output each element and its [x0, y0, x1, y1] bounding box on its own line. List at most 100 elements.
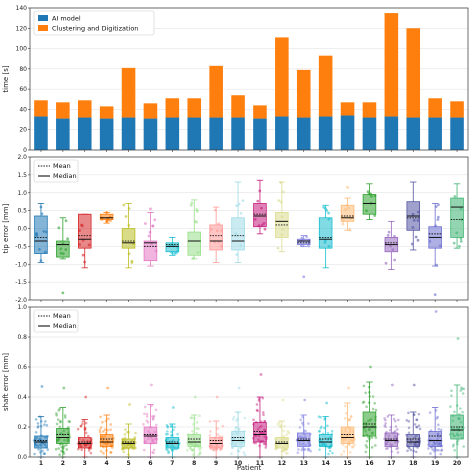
data-point: [440, 449, 443, 452]
outlier-point: [171, 406, 175, 409]
data-point: [393, 429, 397, 433]
bar-ai-model-1: [34, 116, 48, 150]
data-point: [461, 392, 465, 395]
data-point: [198, 451, 202, 455]
data-point: [365, 445, 369, 449]
data-point: [279, 425, 283, 429]
x-tick-label: 10: [234, 460, 242, 467]
data-point: [46, 448, 50, 451]
data-point: [348, 443, 351, 447]
data-point: [348, 418, 352, 421]
data-point: [439, 428, 443, 432]
data-point: [367, 435, 370, 439]
data-point: [176, 432, 179, 436]
data-point: [58, 425, 62, 429]
x-tick-label: 4: [105, 460, 109, 467]
data-point: [89, 451, 93, 455]
data-point: [370, 436, 374, 440]
data-point: [123, 436, 127, 440]
data-point: [169, 434, 173, 437]
data-point: [124, 215, 128, 218]
box-1: [34, 215, 48, 254]
data-point: [217, 222, 221, 226]
data-point: [436, 415, 439, 419]
data-point: [211, 448, 215, 451]
data-point: [256, 199, 260, 203]
data-point: [461, 410, 464, 414]
data-point: [415, 418, 418, 422]
data-point: [190, 448, 194, 452]
data-point: [386, 447, 389, 450]
data-point: [76, 447, 80, 451]
data-point: [189, 447, 193, 450]
data-point: [286, 452, 289, 455]
data-point: [415, 425, 418, 429]
data-point: [99, 415, 102, 419]
data-point: [60, 445, 63, 449]
outlier-point: [346, 185, 349, 189]
x-tick-label: 14: [321, 460, 329, 467]
legend-label-median: Median: [53, 322, 77, 330]
data-point: [413, 423, 417, 426]
data-point: [79, 424, 83, 428]
y-tick-label: 120: [16, 25, 28, 32]
outlier-point: [303, 398, 307, 402]
data-point: [317, 415, 321, 418]
data-point: [393, 419, 397, 423]
data-point: [301, 447, 304, 450]
box-6: [143, 240, 158, 262]
x-tick-label: 8: [192, 460, 196, 467]
data-point: [384, 425, 387, 429]
data-point: [331, 451, 334, 455]
data-point: [66, 237, 70, 241]
outlier-point: [281, 398, 285, 402]
data-point: [284, 447, 288, 451]
data-point: [143, 222, 147, 225]
data-point: [150, 404, 153, 408]
y-tick-label: -2.0: [15, 297, 27, 304]
data-point: [145, 415, 149, 418]
data-point: [142, 423, 145, 426]
data-point: [285, 433, 288, 437]
data-point: [278, 424, 281, 428]
data-point: [370, 446, 374, 449]
y-tick-label: 1.0: [17, 304, 27, 311]
x-tick-label: 6: [148, 460, 152, 467]
outlier-point: [61, 291, 65, 295]
data-point: [221, 424, 225, 428]
data-point: [154, 408, 158, 412]
data-point: [394, 425, 398, 428]
x-tick-label: 9: [214, 460, 218, 467]
data-point: [412, 449, 416, 453]
data-point: [55, 422, 59, 426]
data-point: [195, 431, 198, 435]
data-point: [133, 436, 137, 439]
data-point: [169, 424, 173, 428]
data-point: [143, 448, 146, 452]
data-point: [459, 237, 463, 241]
outlier-point: [347, 386, 350, 390]
y-tick-label: -1.5: [15, 279, 27, 286]
data-point: [87, 449, 91, 452]
box-9: [209, 224, 223, 251]
data-point: [191, 448, 195, 452]
data-point: [384, 261, 388, 265]
bar-ai-model-19: [428, 117, 442, 150]
data-point: [36, 422, 40, 425]
data-point: [437, 427, 440, 431]
data-point: [173, 425, 176, 429]
y-tick-label: 0.0: [17, 226, 27, 233]
legend-swatch: [38, 25, 48, 31]
box-16: [362, 194, 377, 215]
box-3: [77, 437, 92, 449]
data-point: [101, 420, 104, 424]
outlier-point: [259, 373, 263, 376]
data-point: [164, 432, 168, 436]
x-tick-label: 2: [61, 460, 65, 467]
data-point: [460, 386, 463, 390]
stacked-time-bar-chart: 0 20 40 60 80 100 120 140 time [s] AI model Cluste…: [2, 5, 469, 154]
data-point: [241, 199, 245, 203]
data-point: [340, 453, 343, 456]
data-point: [263, 227, 267, 231]
